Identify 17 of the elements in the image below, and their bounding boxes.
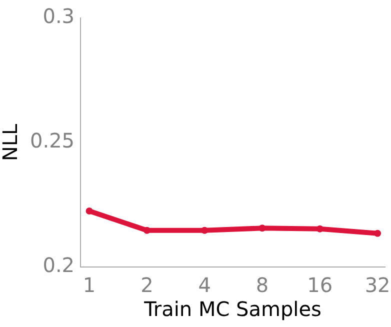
- y-tick-label: 0.25: [30, 128, 75, 153]
- x-tick-label: 4: [198, 273, 211, 298]
- x-tick-label: 16: [307, 273, 333, 298]
- x-tick-label: 2: [140, 273, 154, 298]
- y-tick-label: 0.3: [42, 4, 75, 28]
- y-axis-title: NLL: [0, 123, 22, 162]
- point: [258, 224, 266, 232]
- x-tick-label: 8: [256, 273, 269, 298]
- point: [143, 226, 150, 234]
- x-tick-label: 1: [82, 273, 96, 298]
- point: [374, 230, 382, 237]
- x-tick-label: 32: [364, 273, 390, 298]
- point: [86, 207, 93, 214]
- x-axis-title: Train MC Samples: [143, 297, 322, 322]
- point: [201, 226, 208, 234]
- y-tick-label: 0.2: [42, 253, 75, 278]
- point: [316, 225, 324, 232]
